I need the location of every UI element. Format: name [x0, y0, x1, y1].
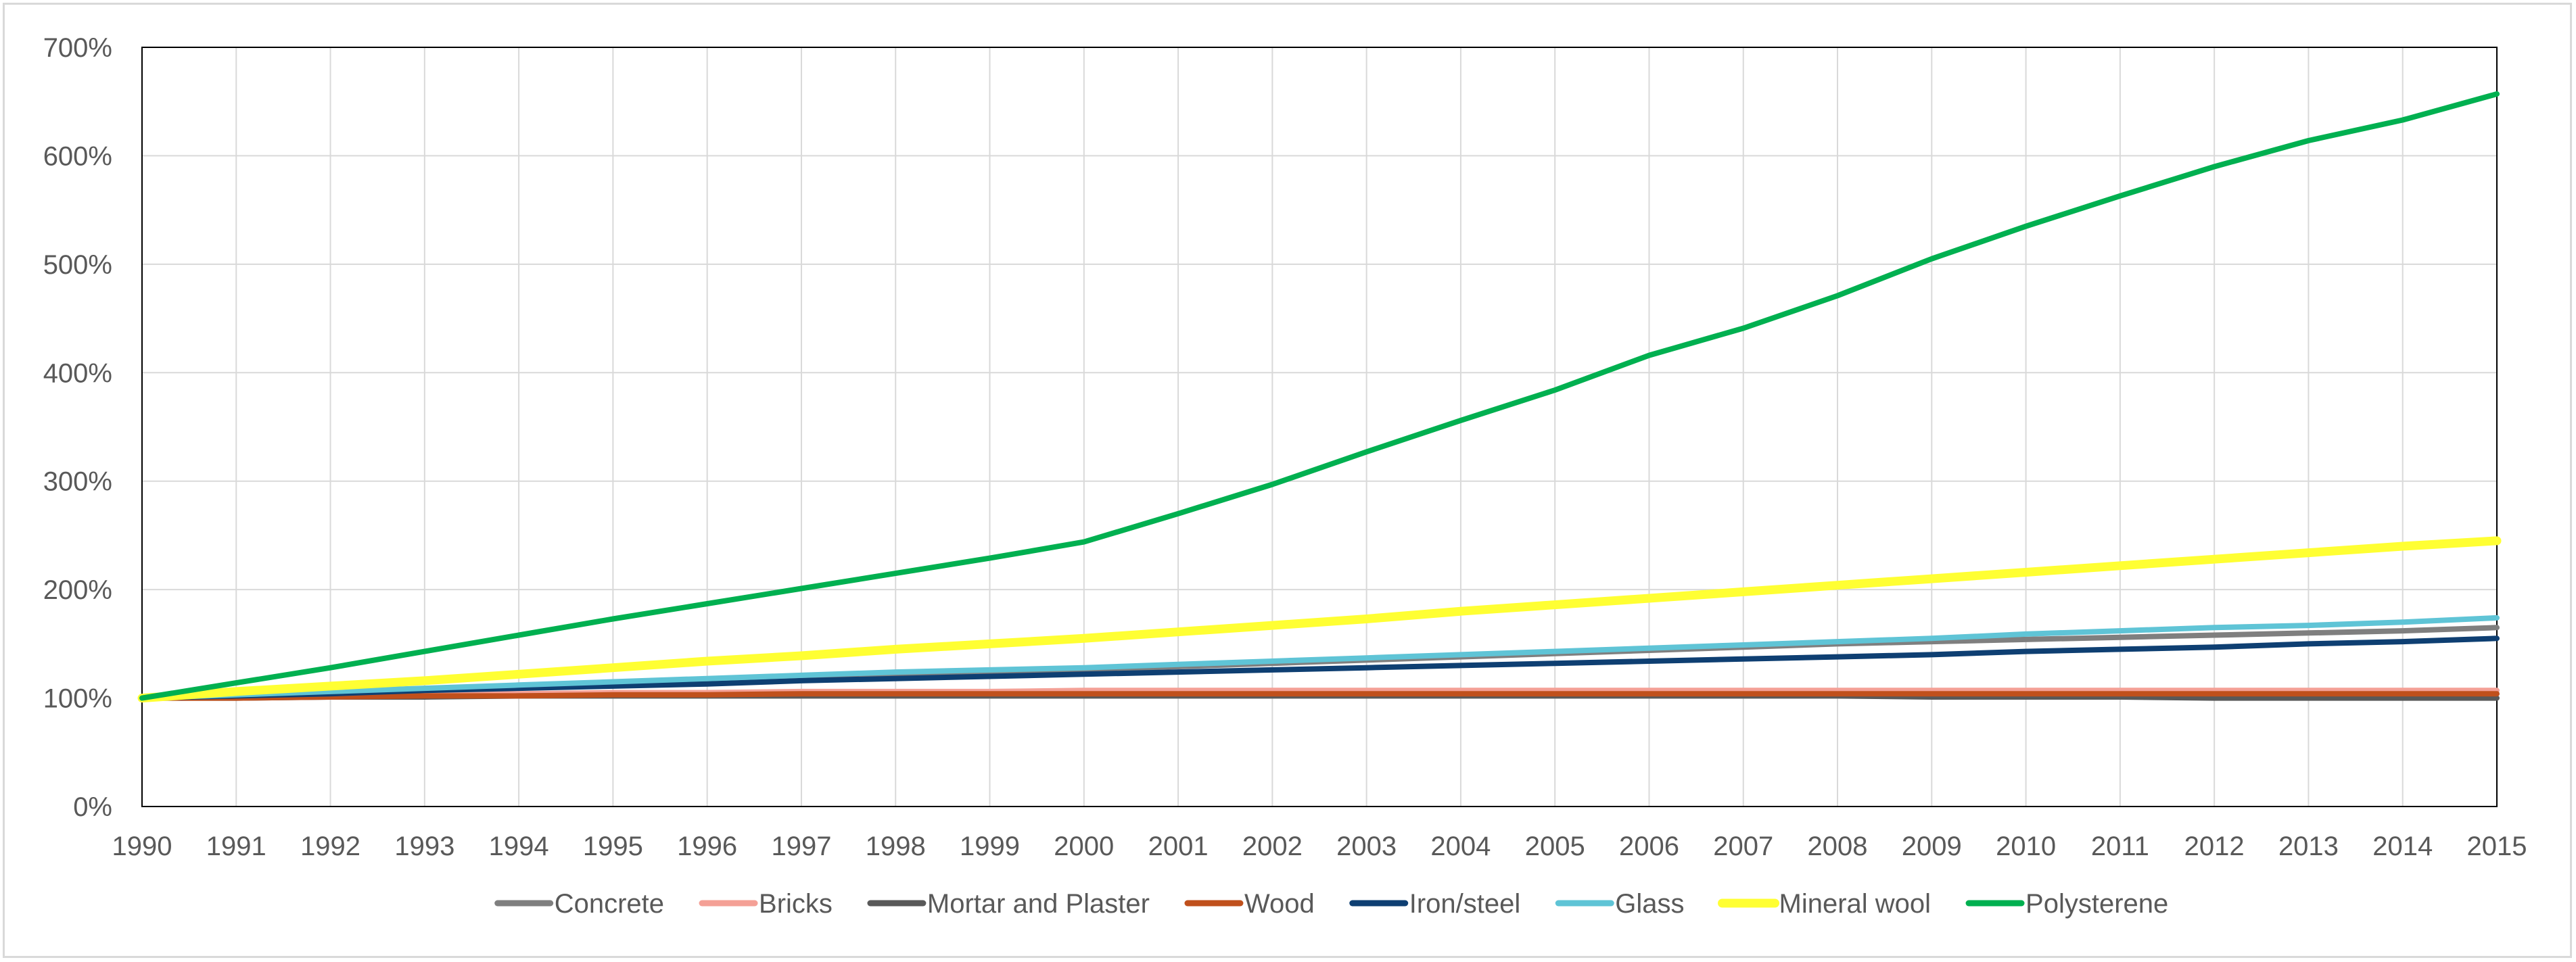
legend-item: Bricks: [699, 889, 833, 919]
legend-label: Wood: [1244, 889, 1315, 919]
x-tick-label: 2011: [2091, 832, 2149, 861]
y-tick-label: 300%: [43, 467, 112, 497]
x-tick-label: 2012: [2184, 832, 2245, 861]
x-tick-label: 2007: [1713, 832, 1773, 861]
series-lines: [137, 91, 2502, 703]
x-tick-label: 1996: [677, 832, 737, 861]
y-tick-label: 600%: [43, 141, 112, 171]
x-tick-label: 2002: [1242, 832, 1303, 861]
x-tick-label: 2013: [2278, 832, 2339, 861]
x-tick-label: 2003: [1336, 832, 1397, 861]
x-tick-label: 2006: [1619, 832, 1679, 861]
x-tick-label: 2014: [2372, 832, 2433, 861]
legend-label: Iron/steel: [1409, 889, 1521, 919]
y-tick-label: 100%: [43, 684, 112, 714]
x-tick-label: 2001: [1148, 832, 1209, 861]
x-axis-tick-labels: 1990 1991 1992 1993 1994 1995 1996 1997 1998 1999…: [112, 832, 2527, 861]
series-line-iron-steel: [139, 635, 2500, 701]
x-tick-label: 1993: [394, 832, 454, 861]
series-line-mineral-wool: [137, 536, 2502, 703]
y-tick-label: 700%: [43, 33, 112, 63]
legend-label: Polysterene: [2025, 889, 2168, 919]
legend-item: Iron/steel: [1349, 889, 1521, 919]
legend-item: Polysterene: [1965, 889, 2168, 919]
x-tick-label: 2010: [1996, 832, 2056, 861]
x-tick-label: 1995: [583, 832, 643, 861]
legend-item: Glass: [1555, 889, 1685, 919]
legend-item: Concrete: [494, 889, 664, 919]
x-tick-label: 1992: [300, 832, 360, 861]
x-tick-label: 1994: [489, 832, 549, 861]
y-tick-label: 500%: [43, 250, 112, 280]
legend-label: Bricks: [759, 889, 833, 919]
y-tick-label: 200%: [43, 575, 112, 605]
y-axis-tick-labels: 0% 100% 200% 300% 400% 500% 600% 700%: [43, 33, 112, 822]
series-line-wood: [139, 691, 2500, 701]
plot-area-border: [141, 47, 2498, 807]
legend-item: Wood: [1184, 889, 1315, 919]
legend-item: Mortar and Plaster: [867, 889, 1150, 919]
horizontal-gridlines: [142, 155, 2497, 699]
series-line-glass: [139, 615, 2500, 701]
legend-item: Mineral wool: [1718, 889, 1931, 919]
legend: Concrete Bricks Mortar and Plaster Wood Iron…: [494, 889, 2168, 919]
y-tick-label: 400%: [43, 358, 112, 388]
x-tick-label: 1998: [866, 832, 926, 861]
legend-label: Glass: [1615, 889, 1684, 919]
legend-label: Mortar and Plaster: [927, 889, 1150, 919]
x-tick-label: 2004: [1430, 832, 1491, 861]
x-tick-label: 2015: [2467, 832, 2527, 861]
x-tick-label: 1999: [960, 832, 1020, 861]
y-tick-label: 0%: [73, 792, 112, 822]
legend-label: Concrete: [555, 889, 664, 919]
x-tick-label: 2008: [1808, 832, 1868, 861]
legend-label: Mineral wool: [1779, 889, 1931, 919]
x-tick-label: 2005: [1525, 832, 1585, 861]
x-tick-label: 2000: [1054, 832, 1114, 861]
x-tick-label: 2009: [1902, 832, 1962, 861]
series-line-polysterene: [139, 91, 2500, 701]
x-tick-label: 1991: [206, 832, 266, 861]
x-tick-label: 1990: [112, 832, 172, 861]
x-tick-label: 1997: [771, 832, 831, 861]
